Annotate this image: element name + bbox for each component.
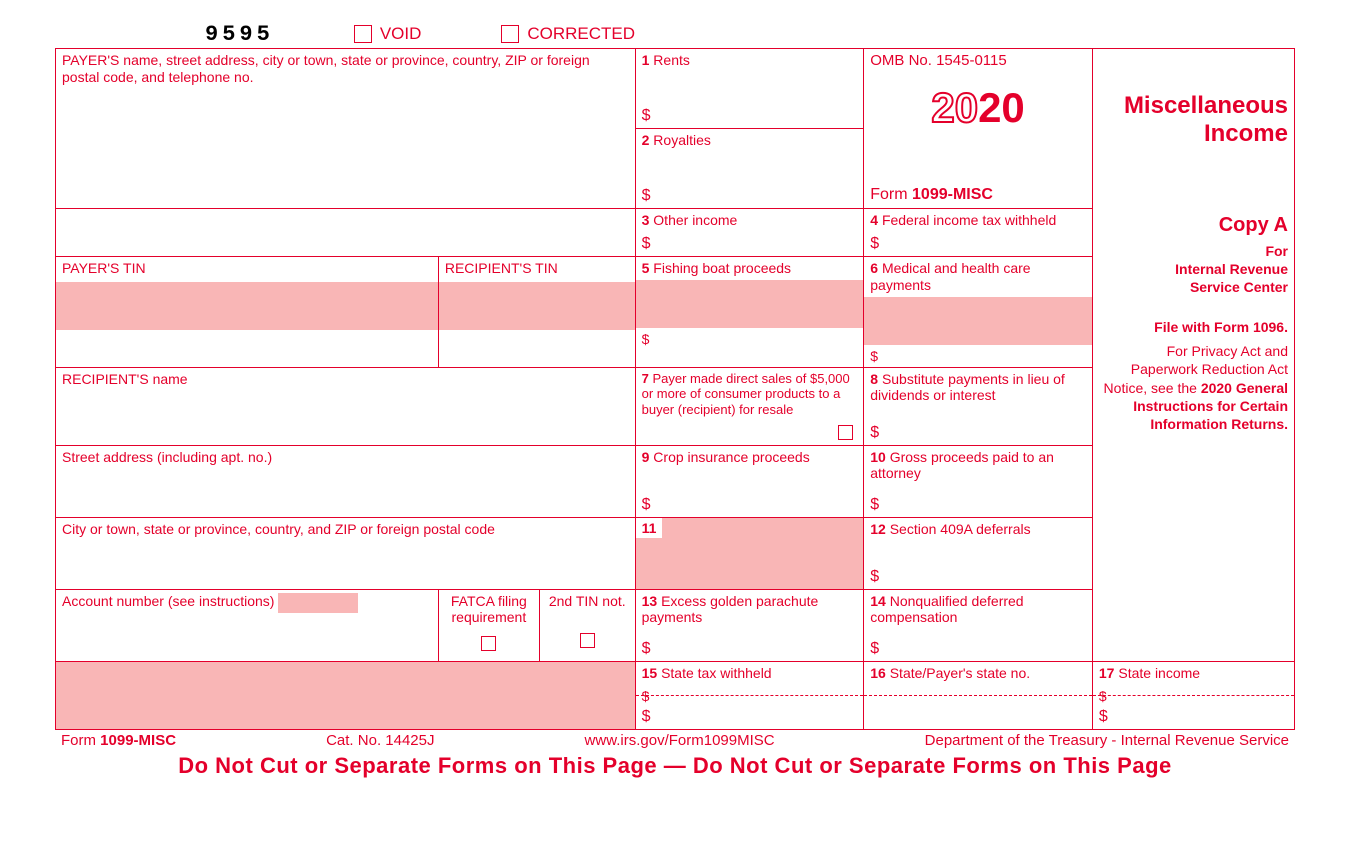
payer-info-label: PAYER'S name, street address, city or to… [62,52,629,86]
box-9-crop[interactable]: 9 Crop insurance proceeds $ [635,445,864,517]
payer-continued [56,209,636,257]
box-16-state-no[interactable]: 16 State/Payer's state no. [864,661,1093,729]
void-checkbox[interactable] [354,25,372,43]
street-address-cell[interactable]: Street address (including apt. no.) [56,445,636,517]
account-number-cell[interactable]: Account number (see instructions) [56,589,439,661]
fatca-checkbox[interactable] [481,636,496,651]
footer: Form 1099-MISC Cat. No. 14425J www.irs.g… [55,730,1295,751]
void-label: VOID [380,24,422,44]
box-3-other-income[interactable]: 3 Other income $ [635,209,864,257]
dept-treasury: Department of the Treasury - Internal Re… [925,732,1289,749]
recipient-name-cell[interactable]: RECIPIENT'S name [56,367,636,445]
box-2-royalties[interactable]: 2 Royalties $ [635,129,864,209]
payer-tin-cell[interactable]: PAYER'S TIN [56,257,439,368]
cat-no: Cat. No. 14425J [326,732,434,749]
second-tin-checkbox[interactable] [580,633,595,648]
box-13-parachute[interactable]: 13 Excess golden parachute payments $ [635,589,864,661]
form-1099-misc: 9595 VOID CORRECTED PAYER'S name, street… [55,20,1295,779]
ocr-code: 9595 [205,22,274,47]
form-table: PAYER'S name, street address, city or to… [55,48,1295,730]
box-15-state-tax[interactable]: 15 State tax withheld $ $ [635,661,864,729]
box-12-409a[interactable]: 12 Section 409A deferrals $ [864,517,1093,589]
bottom-pink-block [56,661,636,729]
do-not-cut-warning: Do Not Cut or Separate Forms on This Pag… [55,751,1295,779]
box-8-substitute[interactable]: 8 Substitute payments in lieu of dividen… [864,367,1093,445]
omb-number: OMB No. 1545-0115 [870,52,1086,70]
box-5-fishing[interactable]: 5 Fishing boat proceeds $ [635,257,864,368]
corrected-checkbox[interactable] [501,25,519,43]
payer-info-cell[interactable]: PAYER'S name, street address, city or to… [56,49,636,209]
second-tin-cell: 2nd TIN not. [539,589,635,661]
year-outline: 20 [931,84,978,131]
irs-url: www.irs.gov/Form1099MISC [585,732,775,749]
box-10-attorney[interactable]: 10 Gross proceeds paid to an attorney $ [864,445,1093,517]
void-option: VOID [354,24,422,44]
city-cell[interactable]: City or town, state or province, country… [56,517,636,589]
box-4-fed-tax[interactable]: 4 Federal income tax withheld $ [864,209,1093,257]
box-7-direct-sales[interactable]: 7 Payer made direct sales of $5,000 or m… [635,367,864,445]
side-instructions: Copy A For Internal Revenue Service Cent… [1092,209,1294,662]
box-1-rents[interactable]: 1 Rents $ [635,49,864,129]
box-6-medical[interactable]: 6 Medical and health care payments $ [864,257,1093,368]
omb-year-cell: OMB No. 1545-0115 2020 Form 1099-MISC [864,49,1093,209]
form-title-cell: Miscellaneous Income [1092,49,1294,209]
box-14-nonqualified[interactable]: 14 Nonqualified deferred compensation $ [864,589,1093,661]
corrected-label: CORRECTED [527,24,635,44]
top-header: 9595 VOID CORRECTED [55,20,1295,48]
fatca-cell: FATCA filing requirement [438,589,539,661]
box-17-state-income[interactable]: 17 State income $ $ [1092,661,1294,729]
box-11: 11 [635,517,864,589]
corrected-option: CORRECTED [501,24,635,44]
year-solid: 20 [978,84,1025,131]
recipient-tin-cell[interactable]: RECIPIENT'S TIN [438,257,635,368]
box-7-checkbox[interactable] [838,425,853,440]
